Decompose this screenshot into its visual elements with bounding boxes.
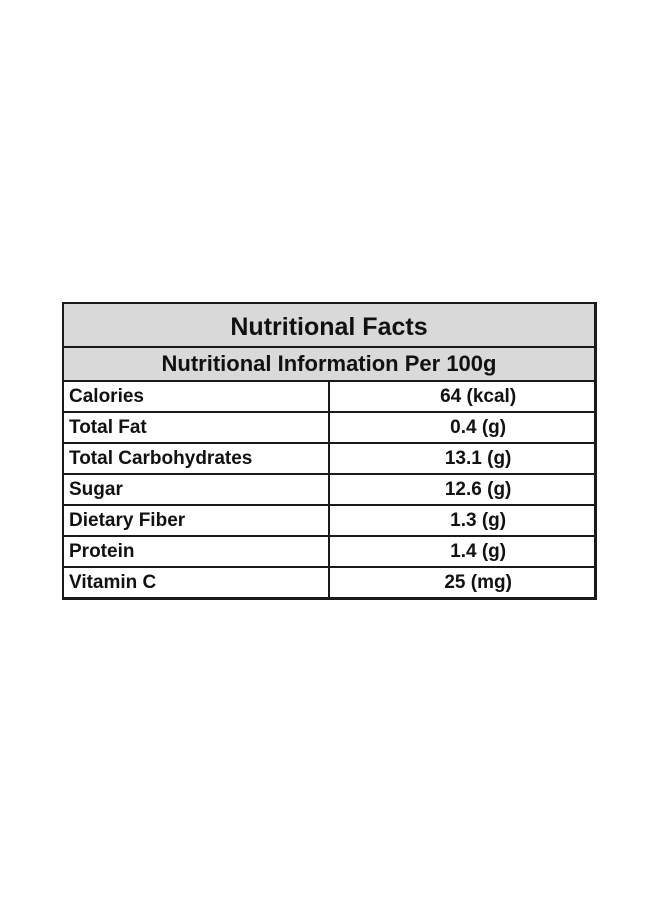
table-row: Protein 1.4 (g): [61, 535, 598, 568]
nutrient-value: 13.1 (g): [328, 442, 598, 475]
nutrition-facts-table: Nutritional Facts Nutritional Informatio…: [61, 302, 598, 600]
table-row: Total Fat 0.4 (g): [61, 411, 598, 444]
table-subtitle: Nutritional Information Per 100g: [62, 346, 597, 382]
table-row: Sugar 12.6 (g): [61, 473, 598, 506]
nutrient-name: Sugar: [61, 473, 331, 506]
nutrient-value: 12.6 (g): [328, 473, 598, 506]
nutrient-value: 0.4 (g): [328, 411, 598, 444]
nutrient-value: 64 (kcal): [328, 380, 598, 413]
nutrient-name: Dietary Fiber: [61, 504, 331, 537]
nutrient-value: 1.3 (g): [328, 504, 598, 537]
table-subtitle-row: Nutritional Information Per 100g: [62, 346, 597, 382]
table-row: Total Carbohydrates 13.1 (g): [61, 442, 598, 475]
nutrient-value: 25 (mg): [328, 566, 598, 600]
table-row: Vitamin C 25 (mg): [61, 566, 598, 600]
table-title-row: Nutritional Facts: [62, 302, 597, 348]
nutrient-name: Protein: [61, 535, 331, 568]
table-title: Nutritional Facts: [62, 302, 597, 348]
table-row: Dietary Fiber 1.3 (g): [61, 504, 598, 537]
nutrient-name: Calories: [61, 380, 331, 413]
nutrient-value: 1.4 (g): [328, 535, 598, 568]
nutrient-name: Total Fat: [61, 411, 331, 444]
table-row: Calories 64 (kcal): [61, 380, 598, 413]
nutrient-name: Total Carbohydrates: [61, 442, 331, 475]
nutrient-name: Vitamin C: [61, 566, 331, 600]
